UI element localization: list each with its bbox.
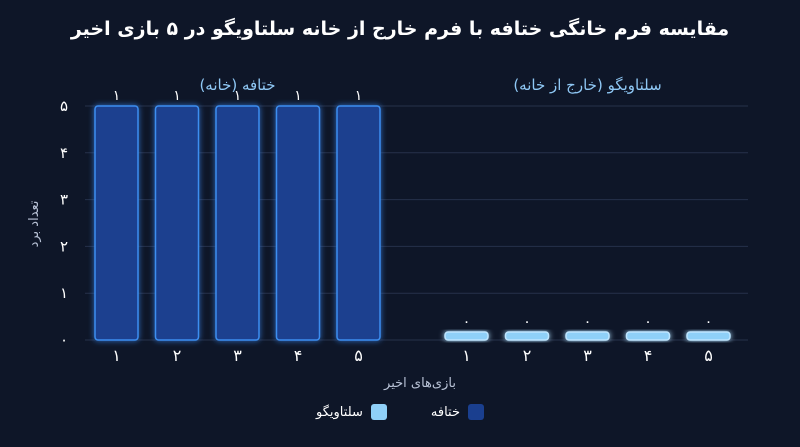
bar-data-label: ۱: [113, 88, 121, 104]
x-axis-label: بازی‌های اخیر: [383, 376, 456, 391]
x-tick-label: ۵: [704, 346, 713, 365]
bar[interactable]: [625, 331, 671, 341]
bar[interactable]: [275, 105, 321, 341]
y-tick-label: ۴: [60, 144, 68, 162]
y-axis-ticks: ۰ ۱ ۲ ۳ ۴ ۵: [60, 97, 68, 349]
x-tick-label: ۲: [173, 346, 182, 365]
y-tick-label: ۱: [60, 284, 68, 302]
group-label: سلتاویگو (خارج از خانه): [513, 76, 661, 95]
x-tick-label: ۱: [462, 346, 471, 365]
bar[interactable]: [215, 105, 260, 341]
x-tick-label: ۳: [233, 346, 242, 365]
bar-data-label: ۱: [355, 88, 363, 104]
x-tick-label: ۵: [354, 346, 363, 365]
bar[interactable]: [504, 331, 550, 341]
y-tick-label: ۰: [60, 331, 68, 349]
x-tick-label: ۴: [644, 346, 653, 365]
y-tick-label: ۵: [60, 97, 68, 115]
bar-data-label: ۱: [173, 88, 181, 104]
bar[interactable]: [565, 331, 610, 341]
bar[interactable]: [686, 331, 731, 341]
x-tick-label: ۴: [294, 346, 303, 365]
bar[interactable]: [336, 105, 381, 341]
y-tick-label: ۳: [60, 191, 68, 209]
legend-swatch-celta: [370, 404, 387, 420]
legend: ختافه سلتاویگو: [0, 404, 800, 420]
legend-item-getafe[interactable]: ختافه: [431, 404, 484, 420]
legend-swatch-getafe: [468, 404, 484, 420]
bar-data-label: ۰: [705, 314, 713, 330]
bar-data-label: ۱: [294, 88, 302, 104]
x-tick-label: ۱: [112, 346, 121, 365]
bar-data-label: ۱: [234, 88, 242, 104]
legend-label-celta: سلتاویگو: [316, 404, 363, 420]
bar-data-label: ۰: [644, 314, 652, 330]
legend-label-getafe: ختافه: [430, 404, 460, 420]
chart-title: مقایسه فرم خانگی ختافه با فرم خارج از خا…: [70, 18, 730, 40]
legend-item-celta[interactable]: سلتاویگو: [316, 404, 387, 420]
group-label: ختافه (خانه): [199, 76, 275, 94]
x-axis-ticks: ۱ ۲ ۳ ۴ ۵ ۱ ۲ ۳ ۴ ۵: [112, 346, 713, 365]
y-axis-label: تعداد برد: [27, 200, 42, 247]
bar[interactable]: [444, 331, 489, 341]
bar-data-label: ۰: [463, 314, 471, 330]
bar-data-label: ۰: [584, 314, 592, 330]
x-tick-label: ۳: [583, 346, 592, 365]
y-tick-label: ۲: [60, 237, 68, 255]
bar-data-label: ۰: [523, 314, 531, 330]
bar[interactable]: [154, 105, 200, 341]
x-tick-label: ۲: [523, 346, 532, 365]
bar[interactable]: [94, 105, 139, 341]
